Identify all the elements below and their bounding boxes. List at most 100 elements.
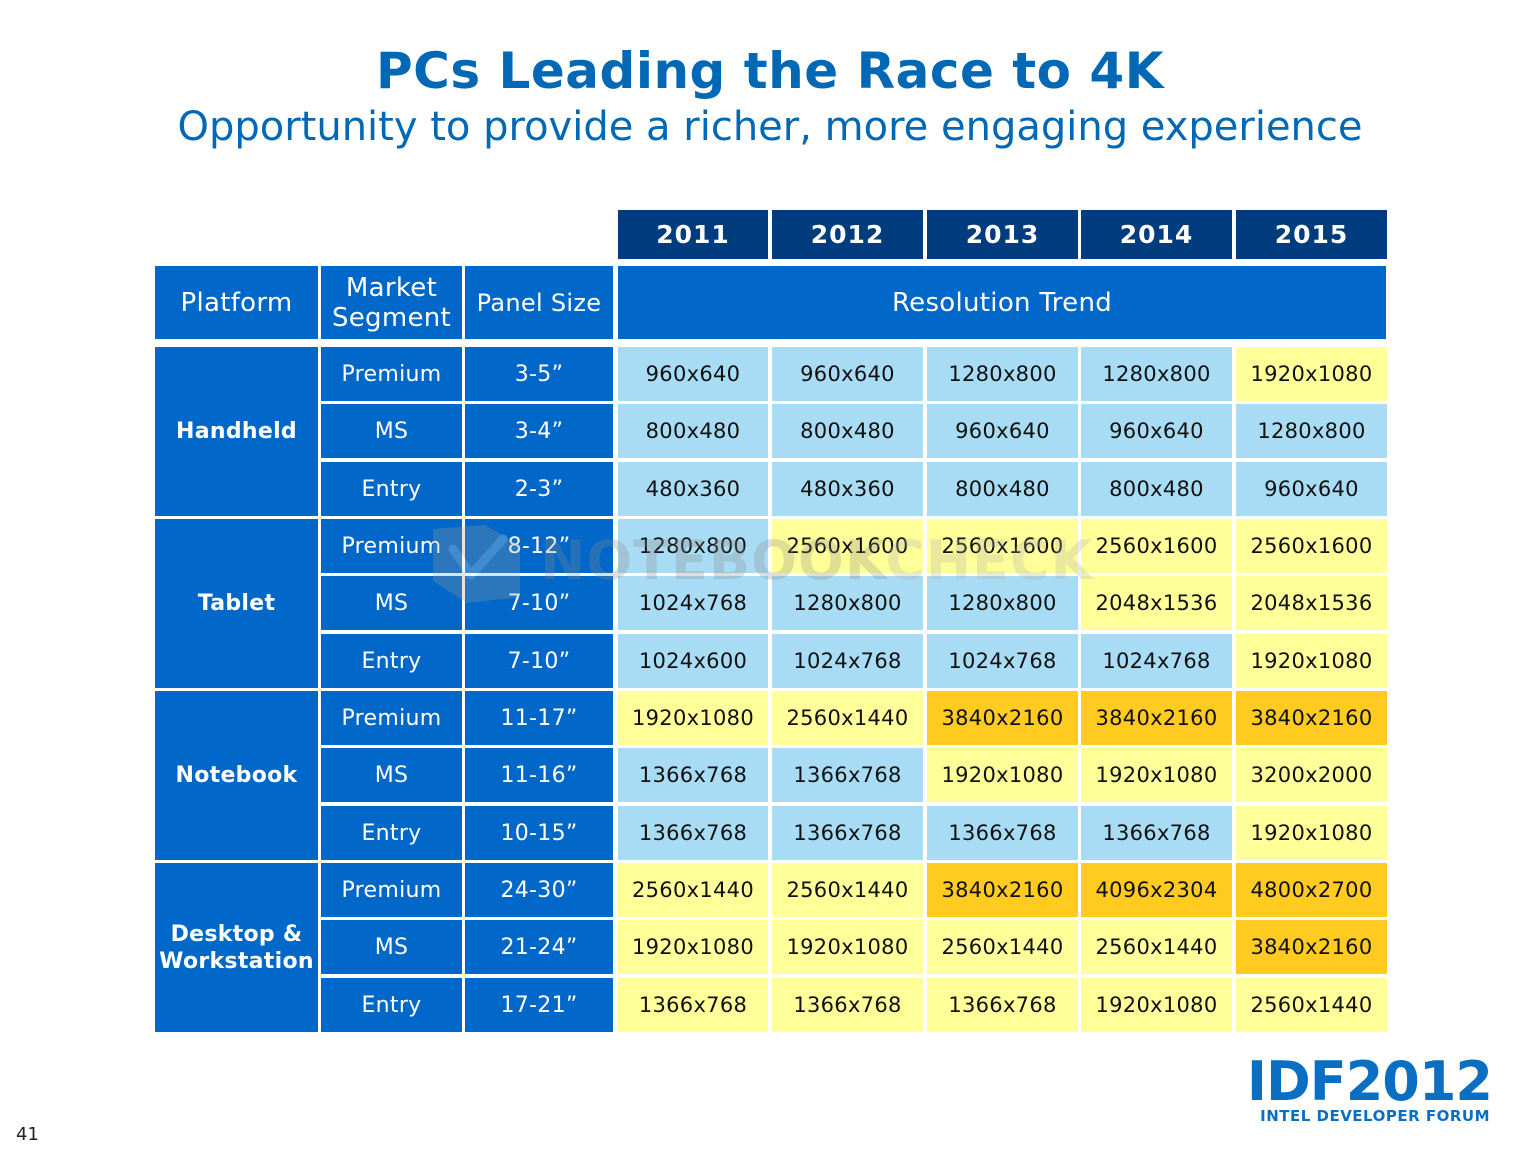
- panel-size-header: Panel Size: [465, 266, 613, 339]
- resolution-cell: 1366x768: [618, 748, 768, 802]
- resolution-cell: 1366x768: [618, 806, 768, 860]
- resolution-cell: 2560x1440: [927, 920, 1078, 974]
- resolution-cell: 2560x1440: [772, 691, 923, 745]
- resolution-cell: 1366x768: [927, 806, 1078, 860]
- panel-size-cell: 7-10”: [465, 634, 613, 688]
- resolution-cell: 2560x1440: [618, 863, 768, 917]
- panel-size-cell: 2-3”: [465, 462, 613, 516]
- resolution-cell: 1024x768: [1081, 634, 1232, 688]
- resolution-cell: 960x640: [927, 404, 1078, 458]
- resolution-cell: 960x640: [772, 347, 923, 401]
- platform-cell: Notebook: [155, 691, 318, 860]
- resolution-cell: 1366x768: [772, 978, 923, 1032]
- market-segment-cell: Entry: [321, 978, 462, 1032]
- resolution-cell: 960x640: [1236, 462, 1387, 516]
- year-header: 2014: [1081, 210, 1232, 259]
- panel-size-cell: 8-12”: [465, 519, 613, 573]
- panel-size-cell: 24-30”: [465, 863, 613, 917]
- market-segment-cell: Premium: [321, 519, 462, 573]
- resolution-cell: 2560x1440: [1081, 920, 1232, 974]
- resolution-cell: 1920x1080: [618, 691, 768, 745]
- resolution-cell: 1024x768: [772, 634, 923, 688]
- resolution-cell: 2048x1536: [1236, 576, 1387, 630]
- resolution-cell: 2560x1600: [927, 519, 1078, 573]
- resolution-cell: 1366x768: [618, 978, 768, 1032]
- panel-size-cell: 11-16”: [465, 748, 613, 802]
- resolution-cell: 1024x768: [927, 634, 1078, 688]
- market-segment-cell: Entry: [321, 806, 462, 860]
- resolution-cell: 1920x1080: [927, 748, 1078, 802]
- resolution-cell: 800x480: [772, 404, 923, 458]
- resolution-cell: 2560x1600: [1236, 519, 1387, 573]
- panel-size-cell: 3-4”: [465, 404, 613, 458]
- resolution-cell: 1024x768: [618, 576, 768, 630]
- market-segment-cell: Premium: [321, 691, 462, 745]
- resolution-cell: 2560x1440: [1236, 978, 1387, 1032]
- market-segment-cell: MS: [321, 920, 462, 974]
- page-number: 41: [16, 1124, 39, 1145]
- resolution-cell: 2560x1440: [772, 863, 923, 917]
- resolution-cell: 1024x600: [618, 634, 768, 688]
- panel-size-cell: 11-17”: [465, 691, 613, 745]
- year-header: 2013: [927, 210, 1078, 259]
- resolution-cell: 2560x1600: [772, 519, 923, 573]
- slide-title: PCs Leading the Race to 4K: [376, 42, 1164, 100]
- resolution-cell: 480x360: [772, 462, 923, 516]
- resolution-cell: 3200x2000: [1236, 748, 1387, 802]
- resolution-cell: 4096x2304: [1081, 863, 1232, 917]
- resolution-cell: 3840x2160: [1081, 691, 1232, 745]
- market-segment-cell: Premium: [321, 863, 462, 917]
- resolution-cell: 1366x768: [772, 806, 923, 860]
- resolution-cell: 1920x1080: [1081, 748, 1232, 802]
- resolution-cell: 1280x800: [927, 576, 1078, 630]
- market-segment-cell: Entry: [321, 462, 462, 516]
- platform-cell: Desktop & Workstation: [155, 863, 318, 1032]
- resolution-cell: 2560x1600: [1081, 519, 1232, 573]
- resolution-cell: 1920x1080: [1236, 347, 1387, 401]
- resolution-cell: 480x360: [618, 462, 768, 516]
- resolution-cell: 4800x2700: [1236, 863, 1387, 917]
- resolution-cell: 3840x2160: [1236, 691, 1387, 745]
- resolution-cell: 2048x1536: [1081, 576, 1232, 630]
- resolution-cell: 800x480: [927, 462, 1078, 516]
- panel-size-cell: 3-5”: [465, 347, 613, 401]
- platform-cell: Handheld: [155, 347, 318, 516]
- resolution-cell: 800x480: [1081, 462, 1232, 516]
- resolution-cell: 1280x800: [1236, 404, 1387, 458]
- resolution-cell: 3840x2160: [927, 863, 1078, 917]
- idf-logo-tagline: INTEL DEVELOPER FORUM: [1260, 1107, 1490, 1125]
- year-header: 2012: [772, 210, 923, 259]
- panel-size-cell: 17-21”: [465, 978, 613, 1032]
- resolution-trend-header: Resolution Trend: [618, 266, 1386, 339]
- idf-logo: IDF2012: [1246, 1050, 1493, 1113]
- panel-size-cell: 7-10”: [465, 576, 613, 630]
- platform-cell: Tablet: [155, 519, 318, 688]
- resolution-cell: 1280x800: [1081, 347, 1232, 401]
- resolution-cell: 1280x800: [618, 519, 768, 573]
- year-header: 2011: [618, 210, 768, 259]
- market-segment-cell: MS: [321, 404, 462, 458]
- resolution-cell: 1920x1080: [772, 920, 923, 974]
- resolution-cell: 1920x1080: [618, 920, 768, 974]
- resolution-cell: 1920x1080: [1236, 806, 1387, 860]
- market-segment-cell: MS: [321, 576, 462, 630]
- resolution-cell: 1366x768: [772, 748, 923, 802]
- resolution-cell: 1366x768: [1081, 806, 1232, 860]
- panel-size-cell: 10-15”: [465, 806, 613, 860]
- resolution-cell: 3840x2160: [1236, 920, 1387, 974]
- year-header: 2015: [1236, 210, 1387, 259]
- resolution-cell: 960x640: [618, 347, 768, 401]
- market-segment-header: Market Segment: [321, 266, 462, 339]
- market-segment-cell: Premium: [321, 347, 462, 401]
- resolution-cell: 1366x768: [927, 978, 1078, 1032]
- resolution-cell: 960x640: [1081, 404, 1232, 458]
- market-segment-cell: MS: [321, 748, 462, 802]
- market-segment-cell: Entry: [321, 634, 462, 688]
- resolution-cell: 3840x2160: [927, 691, 1078, 745]
- resolution-cell: 1920x1080: [1081, 978, 1232, 1032]
- resolution-cell: 1280x800: [772, 576, 923, 630]
- panel-size-cell: 21-24”: [465, 920, 613, 974]
- resolution-cell: 800x480: [618, 404, 768, 458]
- slide-subtitle: Opportunity to provide a richer, more en…: [177, 104, 1363, 150]
- platform-header: Platform: [155, 266, 318, 339]
